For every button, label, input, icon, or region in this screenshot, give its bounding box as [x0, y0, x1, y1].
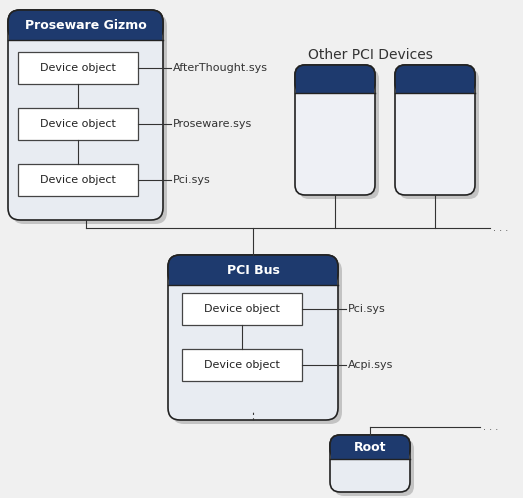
- FancyBboxPatch shape: [399, 69, 479, 199]
- Text: . . .: . . .: [483, 422, 498, 432]
- Bar: [18, 164, 138, 196]
- Text: Proseware.sys: Proseware.sys: [173, 119, 252, 129]
- Text: . . .: . . .: [493, 223, 508, 233]
- Text: Proseware Gizmo: Proseware Gizmo: [25, 18, 146, 31]
- FancyBboxPatch shape: [299, 69, 379, 199]
- Text: Pci.sys: Pci.sys: [173, 175, 211, 185]
- FancyBboxPatch shape: [168, 255, 338, 285]
- Text: PCI Bus: PCI Bus: [226, 263, 279, 276]
- FancyBboxPatch shape: [8, 10, 163, 40]
- FancyBboxPatch shape: [330, 435, 410, 459]
- FancyBboxPatch shape: [12, 14, 167, 224]
- FancyBboxPatch shape: [295, 65, 375, 93]
- Bar: [9, 25, 162, 40]
- FancyBboxPatch shape: [295, 65, 375, 195]
- Bar: [18, 108, 138, 140]
- FancyBboxPatch shape: [334, 439, 414, 496]
- Text: Device object: Device object: [204, 304, 280, 314]
- Text: Acpi.sys: Acpi.sys: [348, 360, 393, 370]
- Text: Device object: Device object: [40, 119, 116, 129]
- Bar: [18, 52, 138, 84]
- FancyBboxPatch shape: [172, 259, 342, 424]
- Bar: [396, 79, 474, 93]
- Text: Device object: Device object: [40, 63, 116, 73]
- Bar: [169, 270, 337, 285]
- FancyBboxPatch shape: [8, 10, 163, 220]
- FancyBboxPatch shape: [168, 255, 338, 420]
- Text: Device object: Device object: [204, 360, 280, 370]
- Bar: [296, 79, 374, 93]
- FancyBboxPatch shape: [330, 435, 410, 492]
- FancyBboxPatch shape: [395, 65, 475, 93]
- Text: Device object: Device object: [40, 175, 116, 185]
- Text: AfterThought.sys: AfterThought.sys: [173, 63, 268, 73]
- Text: Pci.sys: Pci.sys: [348, 304, 386, 314]
- Text: Root: Root: [354, 441, 386, 454]
- Bar: [331, 447, 409, 459]
- Bar: [182, 293, 302, 325]
- FancyBboxPatch shape: [395, 65, 475, 195]
- Bar: [182, 349, 302, 381]
- Text: Other PCI Devices: Other PCI Devices: [308, 48, 433, 62]
